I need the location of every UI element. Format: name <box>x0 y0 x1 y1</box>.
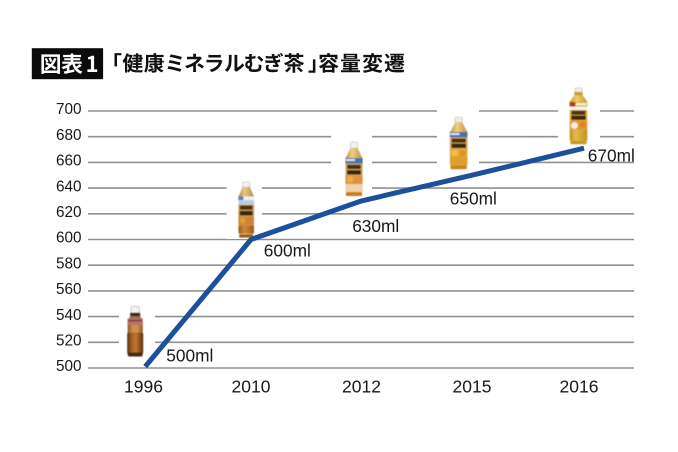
svg-text:600ml: 600ml <box>264 241 311 261</box>
svg-text:580: 580 <box>56 255 82 272</box>
svg-text:670ml: 670ml <box>588 145 635 165</box>
svg-text:630ml: 630ml <box>352 216 399 236</box>
svg-text:500ml: 500ml <box>166 346 213 366</box>
svg-text:540: 540 <box>56 307 82 324</box>
svg-text:520: 520 <box>56 333 82 350</box>
svg-text:680: 680 <box>56 127 82 144</box>
svg-text:2012: 2012 <box>342 377 381 397</box>
svg-text:700: 700 <box>56 101 82 118</box>
svg-text:620: 620 <box>56 204 82 221</box>
svg-text:500: 500 <box>56 358 82 375</box>
svg-text:560: 560 <box>56 281 82 298</box>
svg-text:640: 640 <box>56 178 82 195</box>
svg-text:1996: 1996 <box>124 377 163 397</box>
svg-text:660: 660 <box>56 153 82 170</box>
svg-text:650ml: 650ml <box>450 188 497 208</box>
svg-text:2010: 2010 <box>232 377 271 397</box>
svg-text:600: 600 <box>56 230 82 247</box>
svg-text:2016: 2016 <box>560 377 599 397</box>
svg-text:2015: 2015 <box>453 377 492 397</box>
